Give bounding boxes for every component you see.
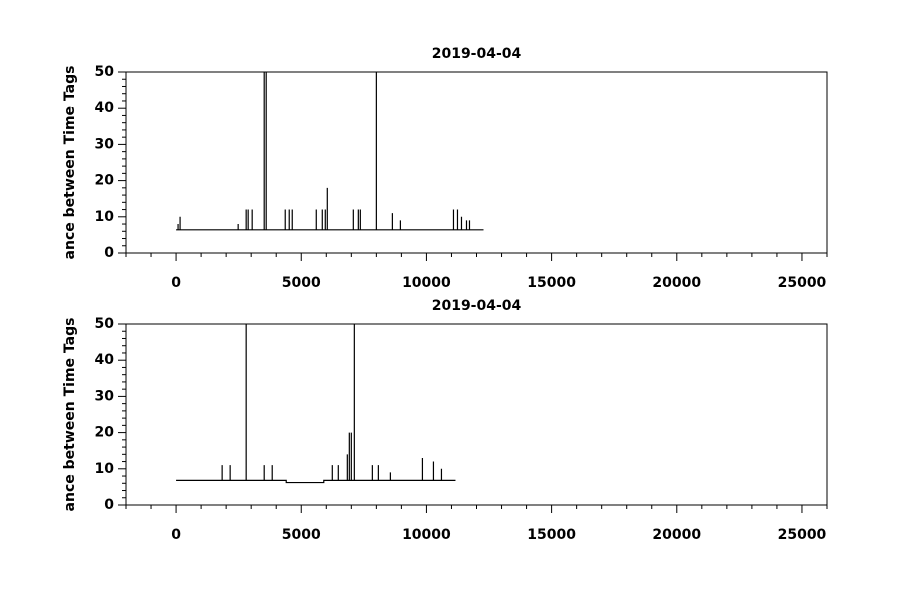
plot-frame — [125, 71, 828, 254]
y-tick-label: 40 — [95, 100, 115, 116]
y-tick-label: 20 — [95, 425, 115, 441]
x-tick-label: 25000 — [778, 527, 827, 543]
data-line — [176, 324, 456, 484]
x-tick-label: 15000 — [527, 275, 576, 291]
y-tick-label: 0 — [104, 497, 114, 513]
data-line — [176, 72, 484, 231]
y-tick-label: 10 — [95, 461, 115, 477]
y-tick-label: 40 — [95, 352, 115, 368]
y-tick-label: 50 — [95, 316, 115, 332]
chart-title: 2019-04-04 — [432, 298, 522, 314]
x-tick-label: 0 — [171, 275, 181, 291]
y-tick-label: 0 — [104, 245, 114, 261]
x-tick-label: 10000 — [402, 527, 451, 543]
x-tick-label: 25000 — [778, 275, 827, 291]
plot-frame — [125, 323, 828, 506]
x-tick-label: 20000 — [652, 527, 701, 543]
y-tick-label: 30 — [95, 388, 115, 404]
y-tick-label: 10 — [95, 209, 115, 225]
x-tick-label: 5000 — [282, 275, 321, 291]
x-tick-label: 10000 — [402, 275, 451, 291]
x-tick-label: 20000 — [652, 275, 701, 291]
x-tick-label: 15000 — [527, 527, 576, 543]
y-axis-label: ance between Time Tags — [62, 66, 78, 260]
y-axis-label: ance between Time Tags — [62, 318, 78, 512]
chart-title: 2019-04-04 — [432, 46, 522, 62]
x-tick-label: 0 — [171, 527, 181, 543]
y-tick-label: 20 — [95, 173, 115, 189]
y-tick-label: 50 — [95, 64, 115, 80]
y-tick-label: 30 — [95, 136, 115, 152]
x-tick-label: 5000 — [282, 527, 321, 543]
